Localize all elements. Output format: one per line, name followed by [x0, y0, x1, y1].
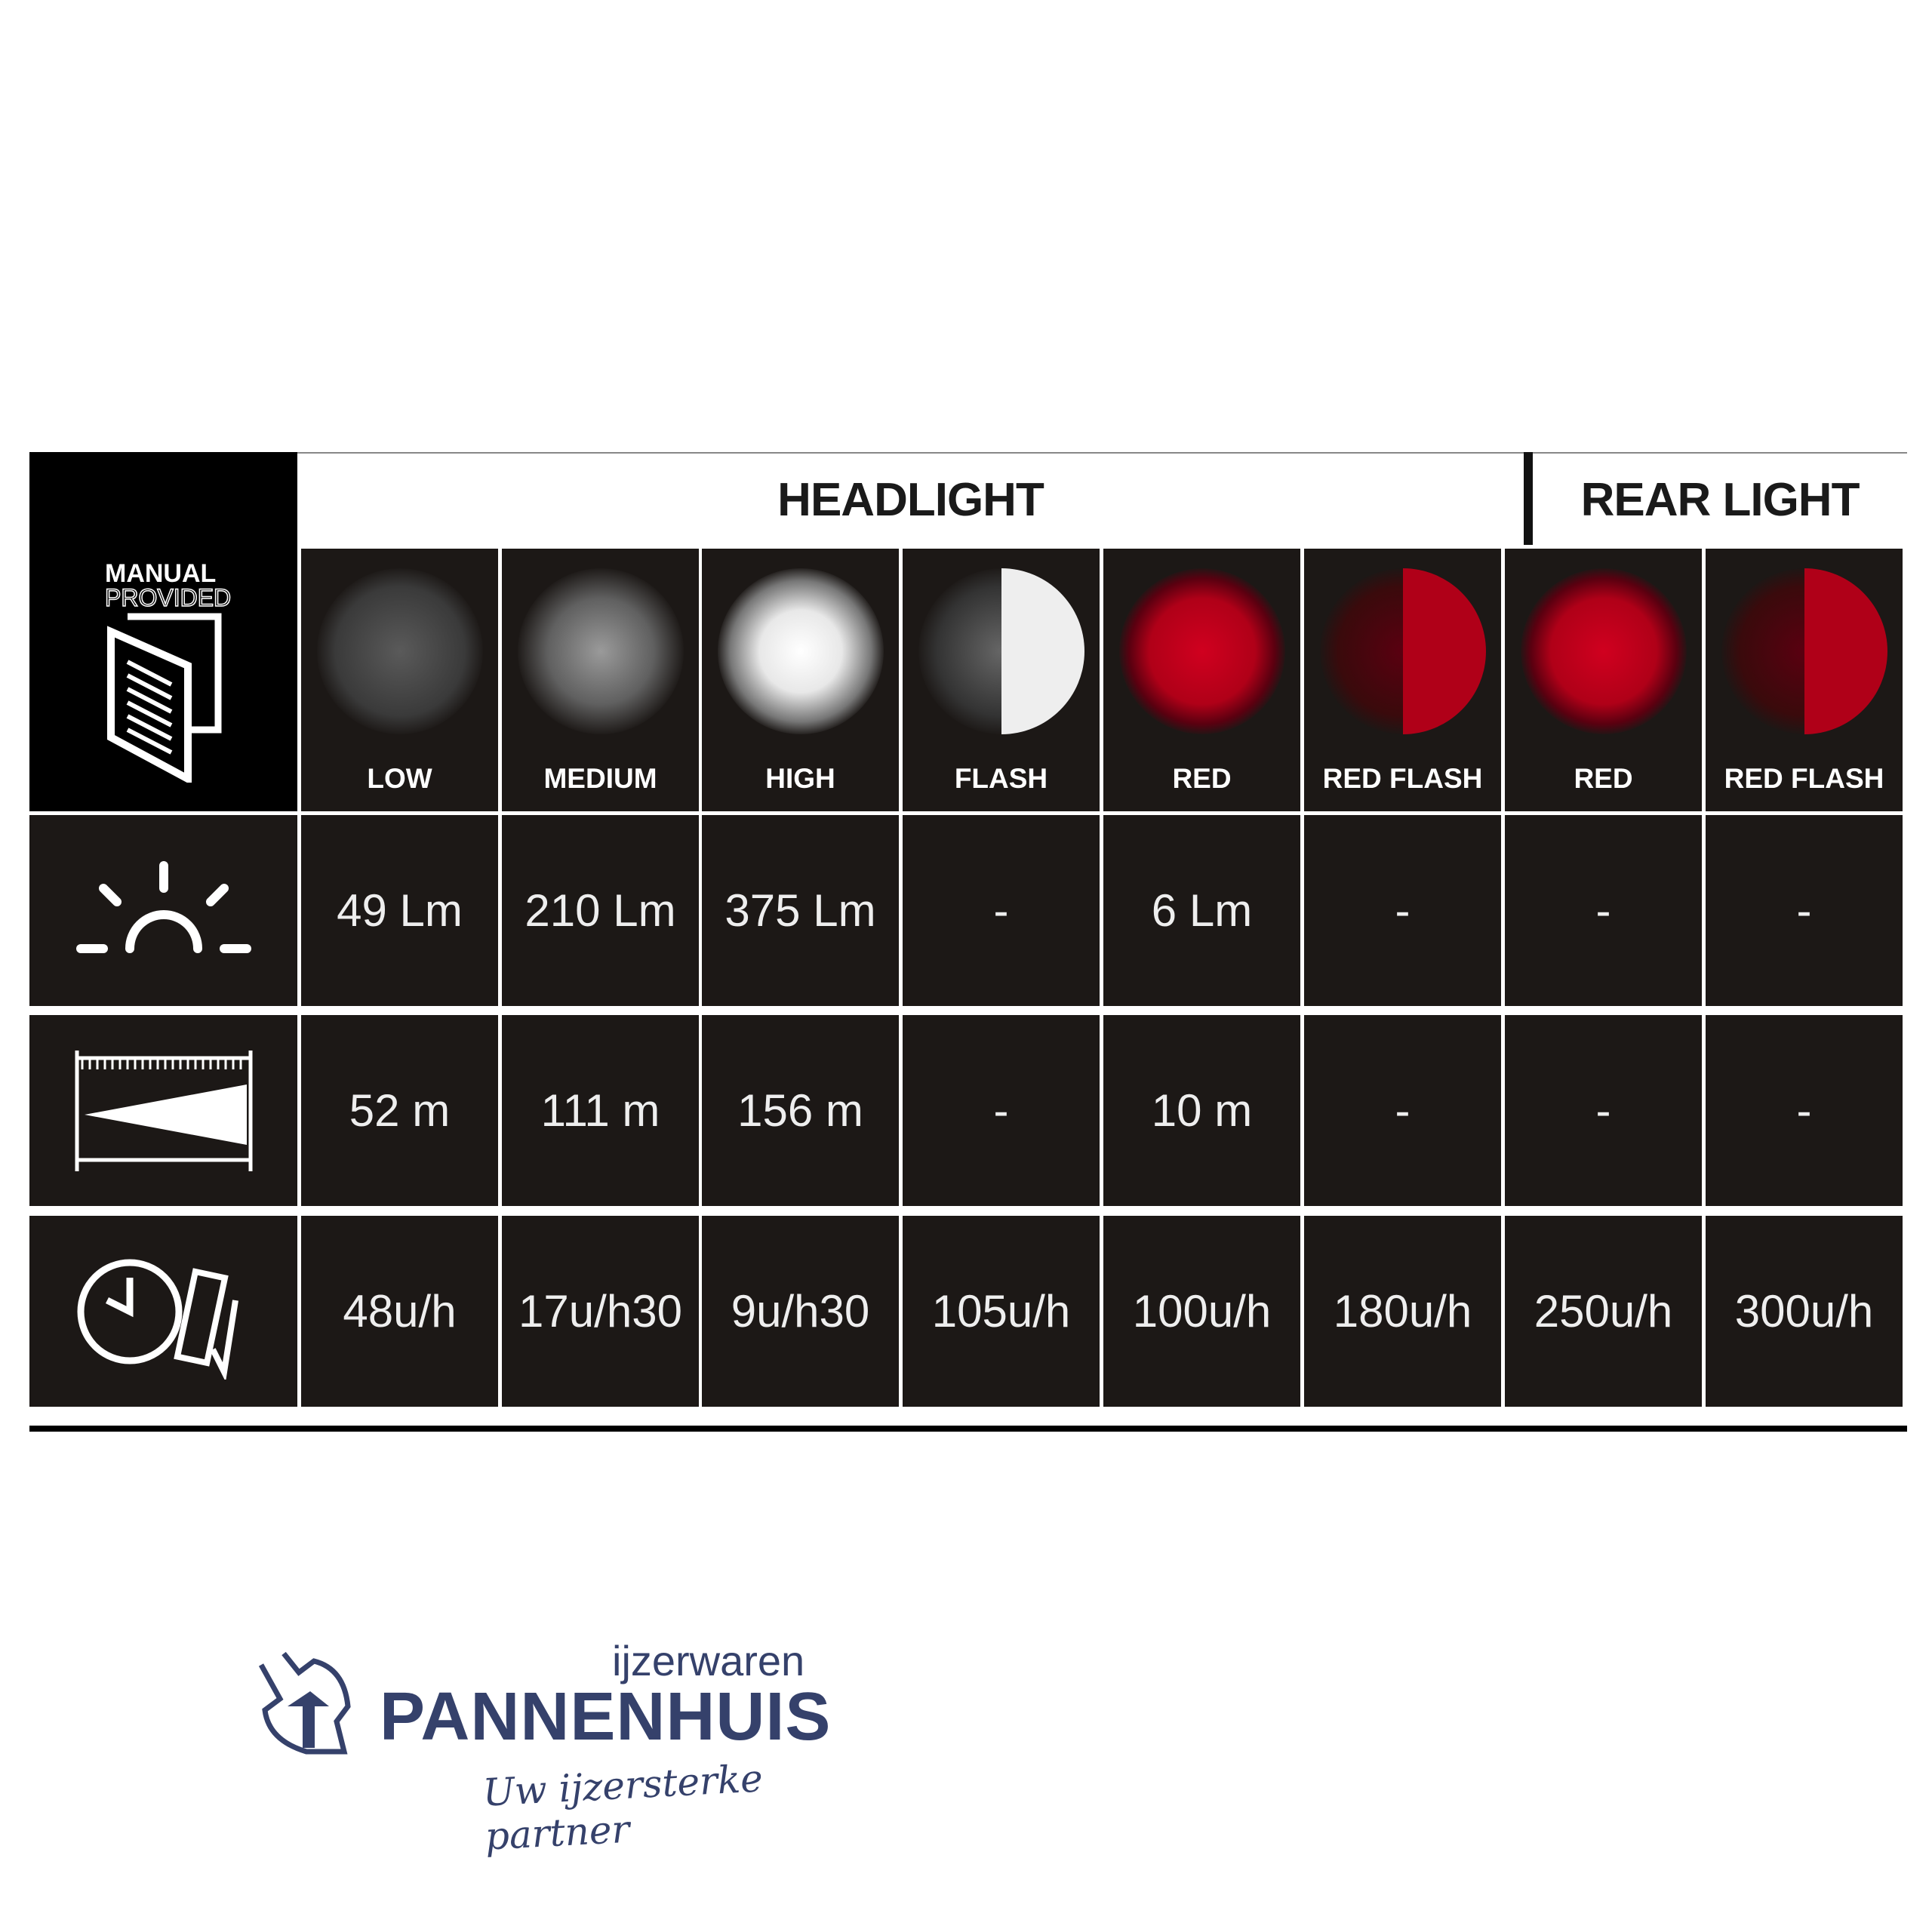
value-cell: - [1505, 815, 1702, 1006]
white-low-lamp-icon [316, 568, 483, 734]
value-cell: - [1304, 815, 1501, 1006]
red-flash-lamp-icon [1319, 568, 1486, 734]
pannenhuis-emblem-icon [258, 1651, 351, 1755]
headlight-header: HEADLIGHT [297, 452, 1524, 546]
value-cell: 100u/h [1103, 1216, 1300, 1407]
red-flash-lamp-icon [1721, 568, 1887, 734]
white-medium-lamp-icon [517, 568, 684, 734]
value-cell: 210 Lm [502, 815, 699, 1006]
value-cell: 180u/h [1304, 1216, 1501, 1407]
logo-top: ijzerwaren [612, 1637, 805, 1684]
value-cell: - [903, 815, 1100, 1006]
value-cell: 10 m [1103, 1015, 1300, 1206]
value-cell: - [1304, 1015, 1501, 1206]
mode-high: HIGH [702, 549, 899, 811]
logo-name: PANNENHUIS [380, 1679, 832, 1755]
manual-label: MANUAL [105, 559, 217, 588]
red-lamp-icon [1520, 568, 1687, 734]
manual-provided-badge: MANUAL PROVIDED [29, 452, 297, 811]
mode-label: RED FLASH [1322, 763, 1483, 794]
value-cell: 52 m [301, 1015, 498, 1206]
mode-red-flash: RED FLASH [1706, 549, 1903, 811]
value-cell: 375 Lm [702, 815, 899, 1006]
mode-label: MEDIUM [543, 763, 657, 794]
specs-table: MANUAL PROVIDED HEADLIGHT REAR LIGHT LOW… [29, 452, 1907, 1432]
value-cell: - [1706, 815, 1903, 1006]
mode-red: RED [1505, 549, 1702, 811]
value-cell: 49 Lm [301, 815, 498, 1006]
mode-label: HIGH [765, 763, 835, 794]
value-cell: 9u/h30 [702, 1216, 899, 1407]
pannenhuis-logo: ijzerwaren PANNENHUIS Uw ijzersterke par… [254, 1635, 850, 1859]
value-cell: - [903, 1015, 1100, 1206]
mode-flash: FLASH [903, 549, 1100, 811]
mode-red: RED [1103, 549, 1300, 811]
red-lamp-icon [1118, 568, 1285, 734]
mode-label: FLASH [954, 763, 1048, 794]
mode-label: RED FLASH [1724, 763, 1884, 794]
mode-medium: MEDIUM [502, 549, 699, 811]
white-flash-lamp-icon [918, 568, 1084, 734]
value-cell: 105u/h [903, 1216, 1100, 1407]
value-cell: 300u/h [1706, 1216, 1903, 1407]
provided-label: PROVIDED [104, 584, 232, 611]
header-divider [1524, 452, 1533, 545]
value-cell: - [1505, 1015, 1702, 1206]
value-cell: 111 m [502, 1015, 699, 1206]
mode-red-flash: RED FLASH [1304, 549, 1501, 811]
value-cell: 156 m [702, 1015, 899, 1206]
runtime-clock-battery-icon [29, 1216, 297, 1407]
manual-book-icon [107, 613, 222, 783]
mode-low: LOW [301, 549, 498, 811]
lumens-sun-icon [29, 815, 297, 1006]
rear-light-header: REAR LIGHT [1533, 452, 1907, 546]
beam-distance-icon [29, 1015, 297, 1206]
value-cell: 6 Lm [1103, 815, 1300, 1006]
value-cell: - [1706, 1015, 1903, 1206]
logo-tagline: Uw ijzersterke partner [481, 1756, 764, 1859]
mode-label: LOW [367, 763, 432, 794]
value-cell: 250u/h [1505, 1216, 1702, 1407]
value-cell: 48u/h [301, 1216, 498, 1407]
white-high-lamp-icon [717, 568, 884, 734]
value-cell: 17u/h30 [502, 1216, 699, 1407]
mode-label: RED [1172, 763, 1232, 794]
mode-label: RED [1574, 763, 1633, 794]
